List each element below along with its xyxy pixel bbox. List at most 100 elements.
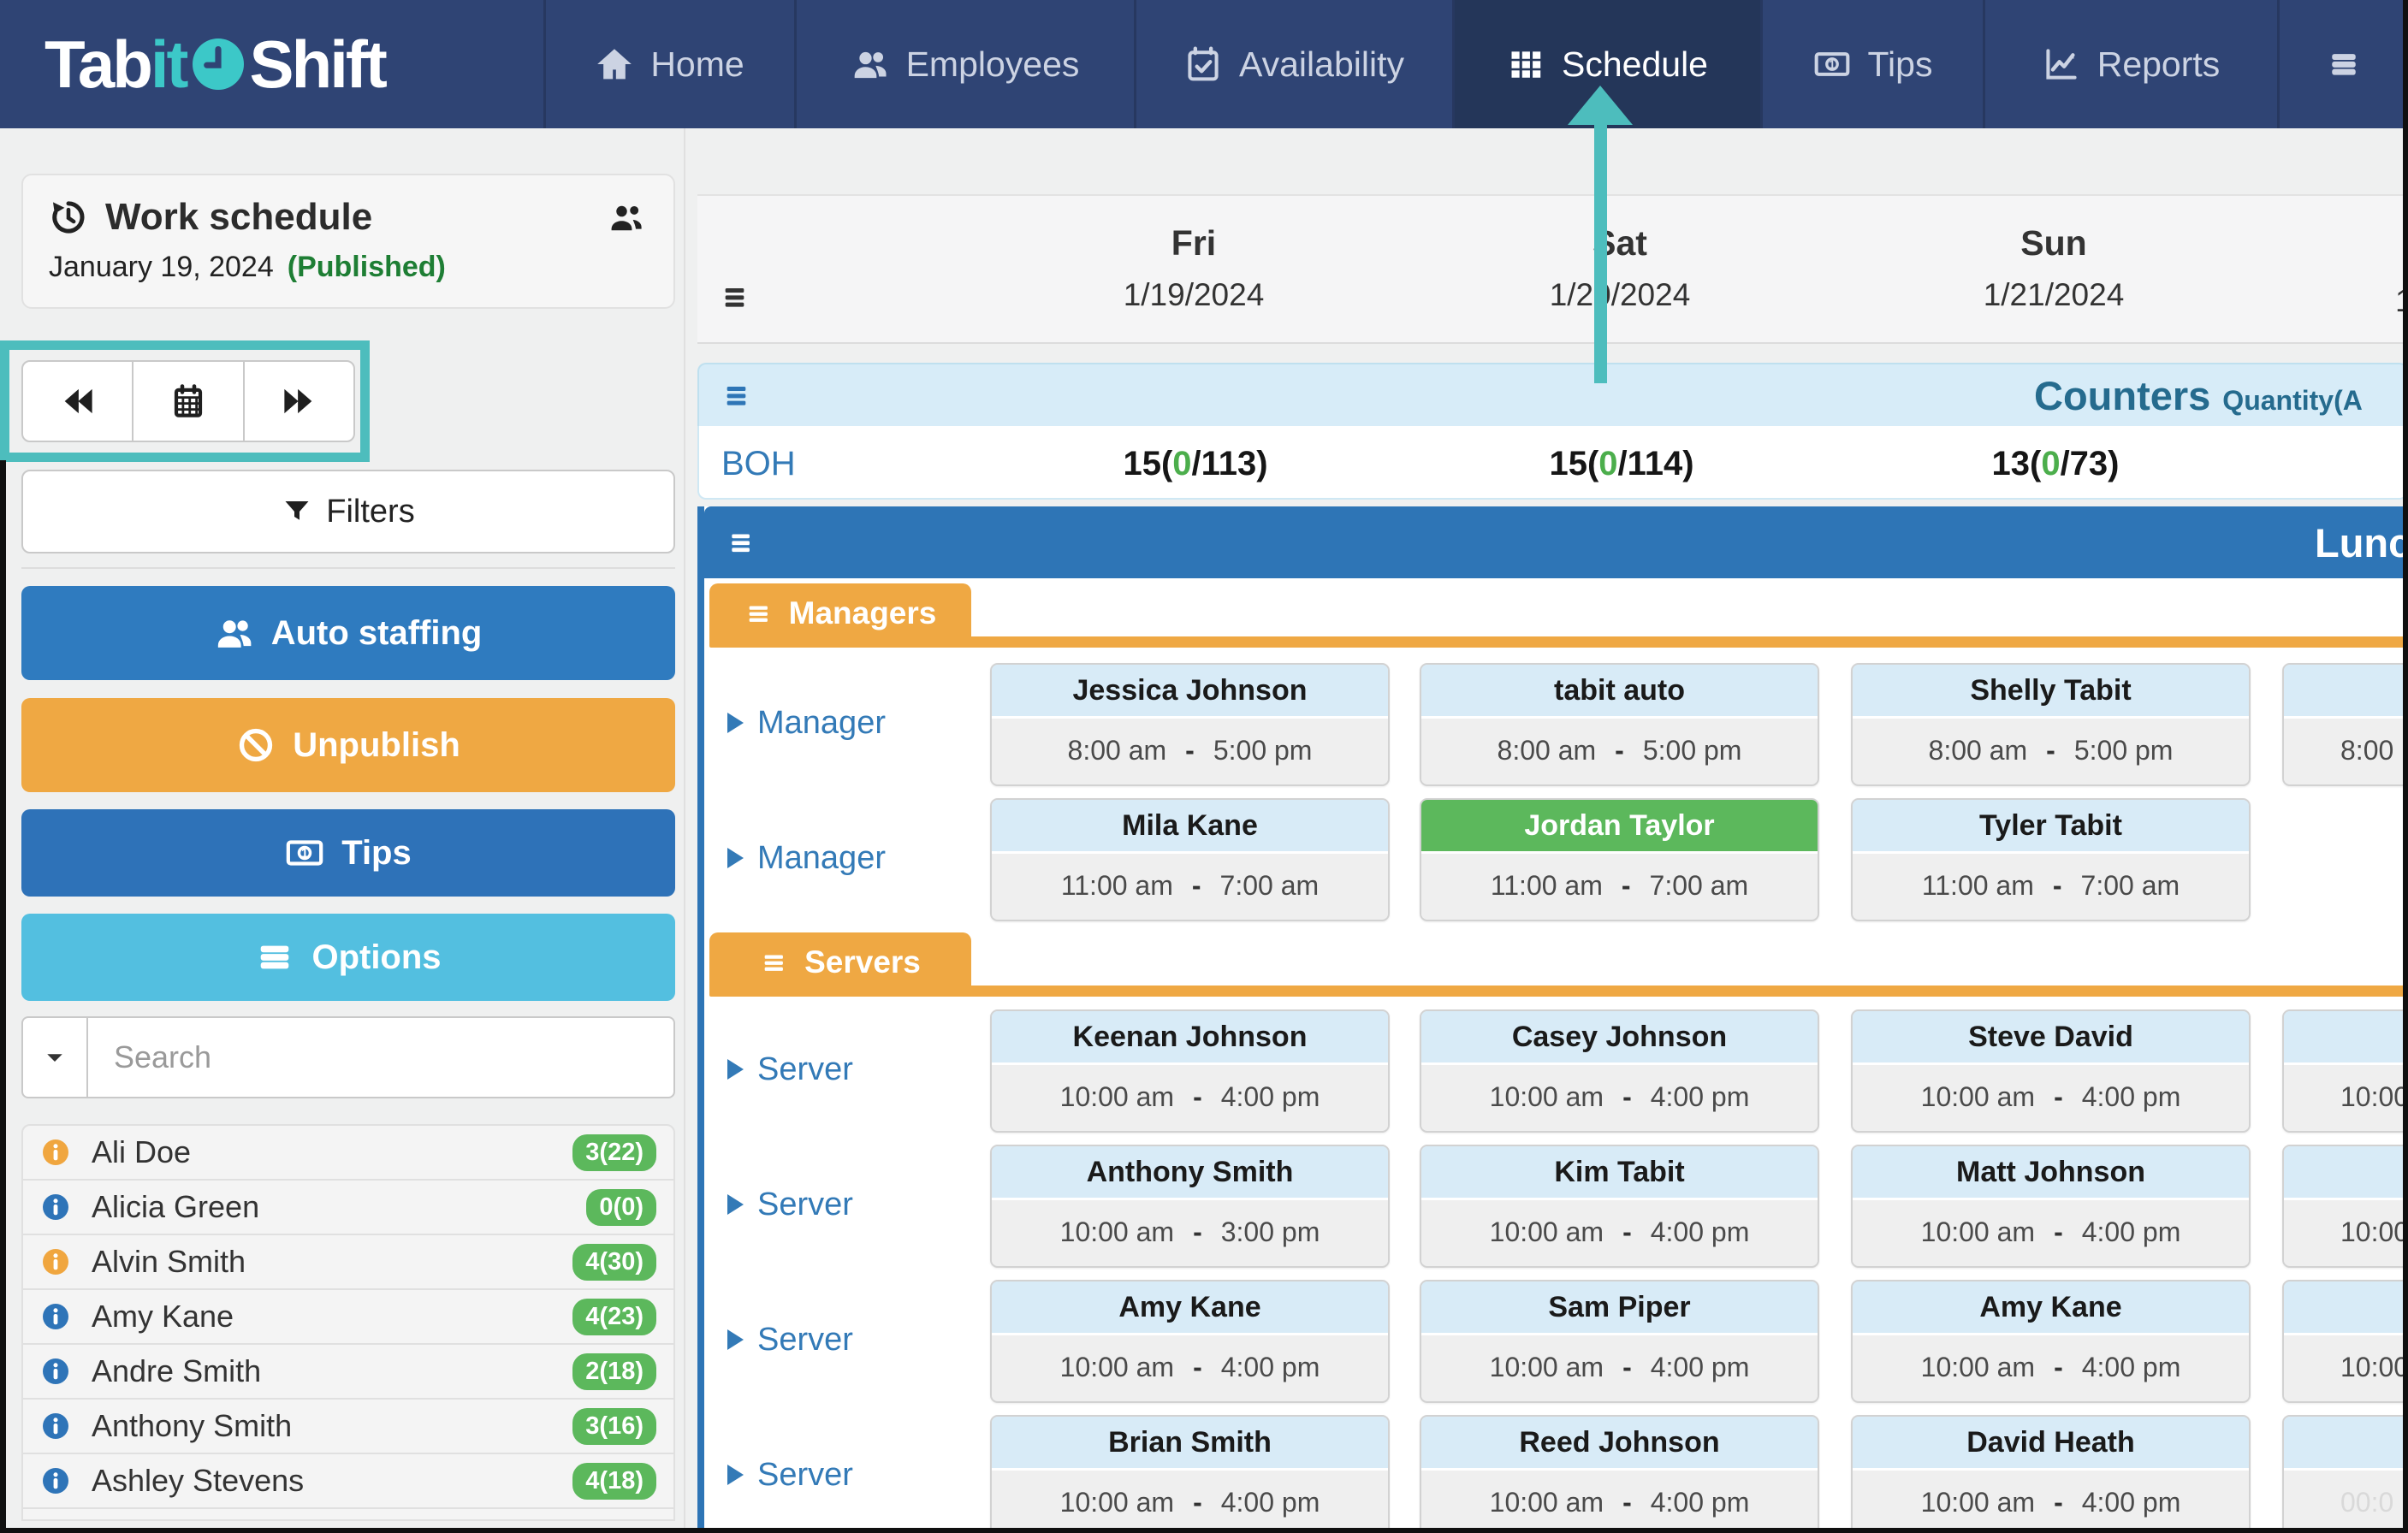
employee-row[interactable]: Amy Kane 4(23) [21, 1288, 675, 1345]
day-column-header[interactable]: Sat 1/20/2024 [1549, 223, 1691, 312]
calendar-button[interactable] [132, 360, 245, 442]
shift-cell-partial[interactable]: Ma 10:00 [2282, 1280, 2408, 1403]
employee-row[interactable]: Ali Doe 3(22) [21, 1124, 675, 1181]
logo-text-tab: Tab [44, 26, 153, 102]
role-row-label[interactable]: Server [727, 1415, 976, 1533]
shift-cell[interactable]: Anthony Smith 10:00 am -3:00 pm [990, 1145, 1390, 1268]
previous-week-button[interactable] [21, 360, 134, 442]
shift-count-badge: 0(0) [586, 1188, 656, 1226]
next-week-button[interactable] [242, 360, 355, 442]
shift-cell[interactable]: Sam Piper 10:00 am -4:00 pm [1420, 1280, 1819, 1403]
counters-menu[interactable] [721, 378, 756, 412]
shift-cell[interactable]: Keenan Johnson 10:00 am -4:00 pm [990, 1009, 1390, 1133]
caret-right-icon [727, 1059, 744, 1080]
svg-text:1: 1 [1829, 58, 1836, 71]
boh-link[interactable]: BOH [721, 445, 796, 482]
caret-right-icon [727, 1329, 744, 1350]
lunch-title: Lunch [2315, 519, 2408, 565]
shift-cell-partial[interactable]: Iz 00:0 [2282, 1415, 2408, 1533]
tips-button[interactable]: 1 Tips [21, 809, 675, 897]
nav-item-availability[interactable]: Availability [1134, 0, 1452, 128]
info-icon[interactable] [40, 1465, 71, 1496]
shift-cell[interactable]: Kim Tabit 10:00 am -4:00 pm [1420, 1145, 1819, 1268]
employee-row[interactable]: Ashley Stevens 4(18) [21, 1453, 675, 1509]
role-row-label[interactable]: Manager [727, 663, 976, 783]
annotation-arrow-shaft [1594, 120, 1607, 383]
caret-right-icon [727, 848, 744, 868]
window-edge-bottom [0, 1528, 2408, 1533]
employee-row[interactable]: Anthony Smith 3(16) [21, 1398, 675, 1454]
info-icon[interactable] [40, 1356, 71, 1387]
shift-cell[interactable]: Reed Johnson 10:00 am -4:00 pm [1420, 1415, 1819, 1533]
window-edge-right [2403, 0, 2408, 1533]
hamburger-icon [732, 534, 750, 553]
shift-cell-highlighted[interactable]: Jordan Taylor 11:00 am -7:00 am [1420, 798, 1819, 921]
info-icon[interactable] [40, 1192, 71, 1222]
shift-cell[interactable]: Amy Kane 10:00 am -4:00 pm [1851, 1280, 2251, 1403]
shift-cell[interactable]: Brian Smith 10:00 am -4:00 pm [990, 1415, 1390, 1533]
top-navbar: Tab it Shift Home Employees Availability S… [0, 0, 2408, 128]
info-icon[interactable] [40, 1246, 71, 1277]
money-bill-icon: 1 [1814, 52, 1849, 76]
filters-button[interactable]: Filters [21, 470, 675, 553]
hamburger-icon [764, 955, 784, 971]
employee-row-partial [21, 1507, 675, 1521]
date-header-row: Fri 1/19/2024 Sat 1/20/2024 Sun 1/21/202… [697, 194, 2408, 344]
annotation-arrow-head [1568, 86, 1633, 125]
annotation-highlight-rect [0, 340, 370, 462]
shift-cell[interactable]: Jessica Johnson 8:00 am -5:00 pm [990, 663, 1390, 786]
options-button[interactable]: Options [21, 914, 675, 1001]
employee-search [21, 1016, 675, 1098]
shift-cell[interactable]: Mila Kane 11:00 am -7:00 am [990, 798, 1390, 921]
auto-staffing-button[interactable]: Auto staffing [21, 586, 675, 680]
role-row-label[interactable]: Manager [727, 798, 976, 918]
shift-cell[interactable]: David Heath 10:00 am -4:00 pm [1851, 1415, 2251, 1533]
managers-section-bar [709, 636, 2408, 648]
info-icon[interactable] [40, 1411, 71, 1441]
shift-cell-partial[interactable]: Je 10:00 [2282, 1009, 2408, 1133]
day-column-header[interactable]: Fri 1/19/2024 [1123, 223, 1265, 312]
shift-cell[interactable]: Amy Kane 10:00 am -4:00 pm [990, 1280, 1390, 1403]
shift-cell[interactable]: Shelly Tabit 8:00 am -5:00 pm [1851, 663, 2251, 786]
shift-cell[interactable]: Casey Johnson 10:00 am -4:00 pm [1420, 1009, 1819, 1133]
nav-item-tips[interactable]: 1 Tips [1760, 0, 1983, 128]
employee-row[interactable]: Alvin Smith 4(30) [21, 1234, 675, 1290]
shift-cell[interactable]: Tyler Tabit 11:00 am -7:00 am [1851, 798, 2251, 921]
shift-cell[interactable]: Steve David 10:00 am -4:00 pm [1851, 1009, 2251, 1133]
managers-section-tab[interactable]: Managers [709, 583, 971, 643]
info-icon[interactable] [40, 1137, 71, 1168]
shift-cell[interactable]: tabit auto 8:00 am -5:00 pm [1420, 663, 1819, 786]
hamburger-icon [749, 606, 768, 622]
chevron-down-icon [47, 1054, 62, 1062]
caret-right-icon [727, 713, 744, 733]
nav-item-home[interactable]: Home [543, 0, 794, 128]
hamburger-icon [725, 288, 744, 307]
clock-icon [192, 38, 244, 90]
employee-row[interactable]: Alicia Green 0(0) [21, 1179, 675, 1235]
chart-line-icon [2046, 49, 2077, 80]
day-column-header[interactable]: Sun 1/21/2024 [1983, 223, 2125, 312]
search-filter-dropdown[interactable] [23, 1018, 88, 1097]
nav-item-employees[interactable]: Employees [794, 0, 1134, 128]
employee-row[interactable]: Andre Smith 2(18) [21, 1343, 675, 1400]
role-row-label[interactable]: Server [727, 1280, 976, 1400]
nav-item-reports[interactable]: Reports [1983, 0, 2277, 128]
users-icon [217, 620, 252, 648]
search-input[interactable] [88, 1018, 673, 1097]
nav-menu-button[interactable] [2277, 0, 2408, 128]
servers-section-tab[interactable]: Servers [709, 932, 971, 992]
date-header-menu[interactable] [720, 280, 754, 314]
info-icon[interactable] [40, 1301, 71, 1332]
lunch-menu[interactable] [727, 526, 759, 559]
role-row-label[interactable]: Server [727, 1009, 976, 1129]
staff-group-icon[interactable] [605, 198, 648, 236]
history-icon[interactable] [49, 198, 88, 237]
shift-cell-partial[interactable]: Bry 10:00 [2282, 1145, 2408, 1268]
counter-value: 13(0/73) [1991, 445, 2120, 482]
rewind-icon [64, 388, 92, 414]
unpublish-button[interactable]: Unpublish [21, 698, 675, 792]
servers-section-bar [709, 986, 2408, 997]
role-row-label[interactable]: Server [727, 1145, 976, 1264]
shift-cell-partial[interactable]: T 8:00 [2282, 663, 2408, 786]
shift-cell[interactable]: Matt Johnson 10:00 am -4:00 pm [1851, 1145, 2251, 1268]
